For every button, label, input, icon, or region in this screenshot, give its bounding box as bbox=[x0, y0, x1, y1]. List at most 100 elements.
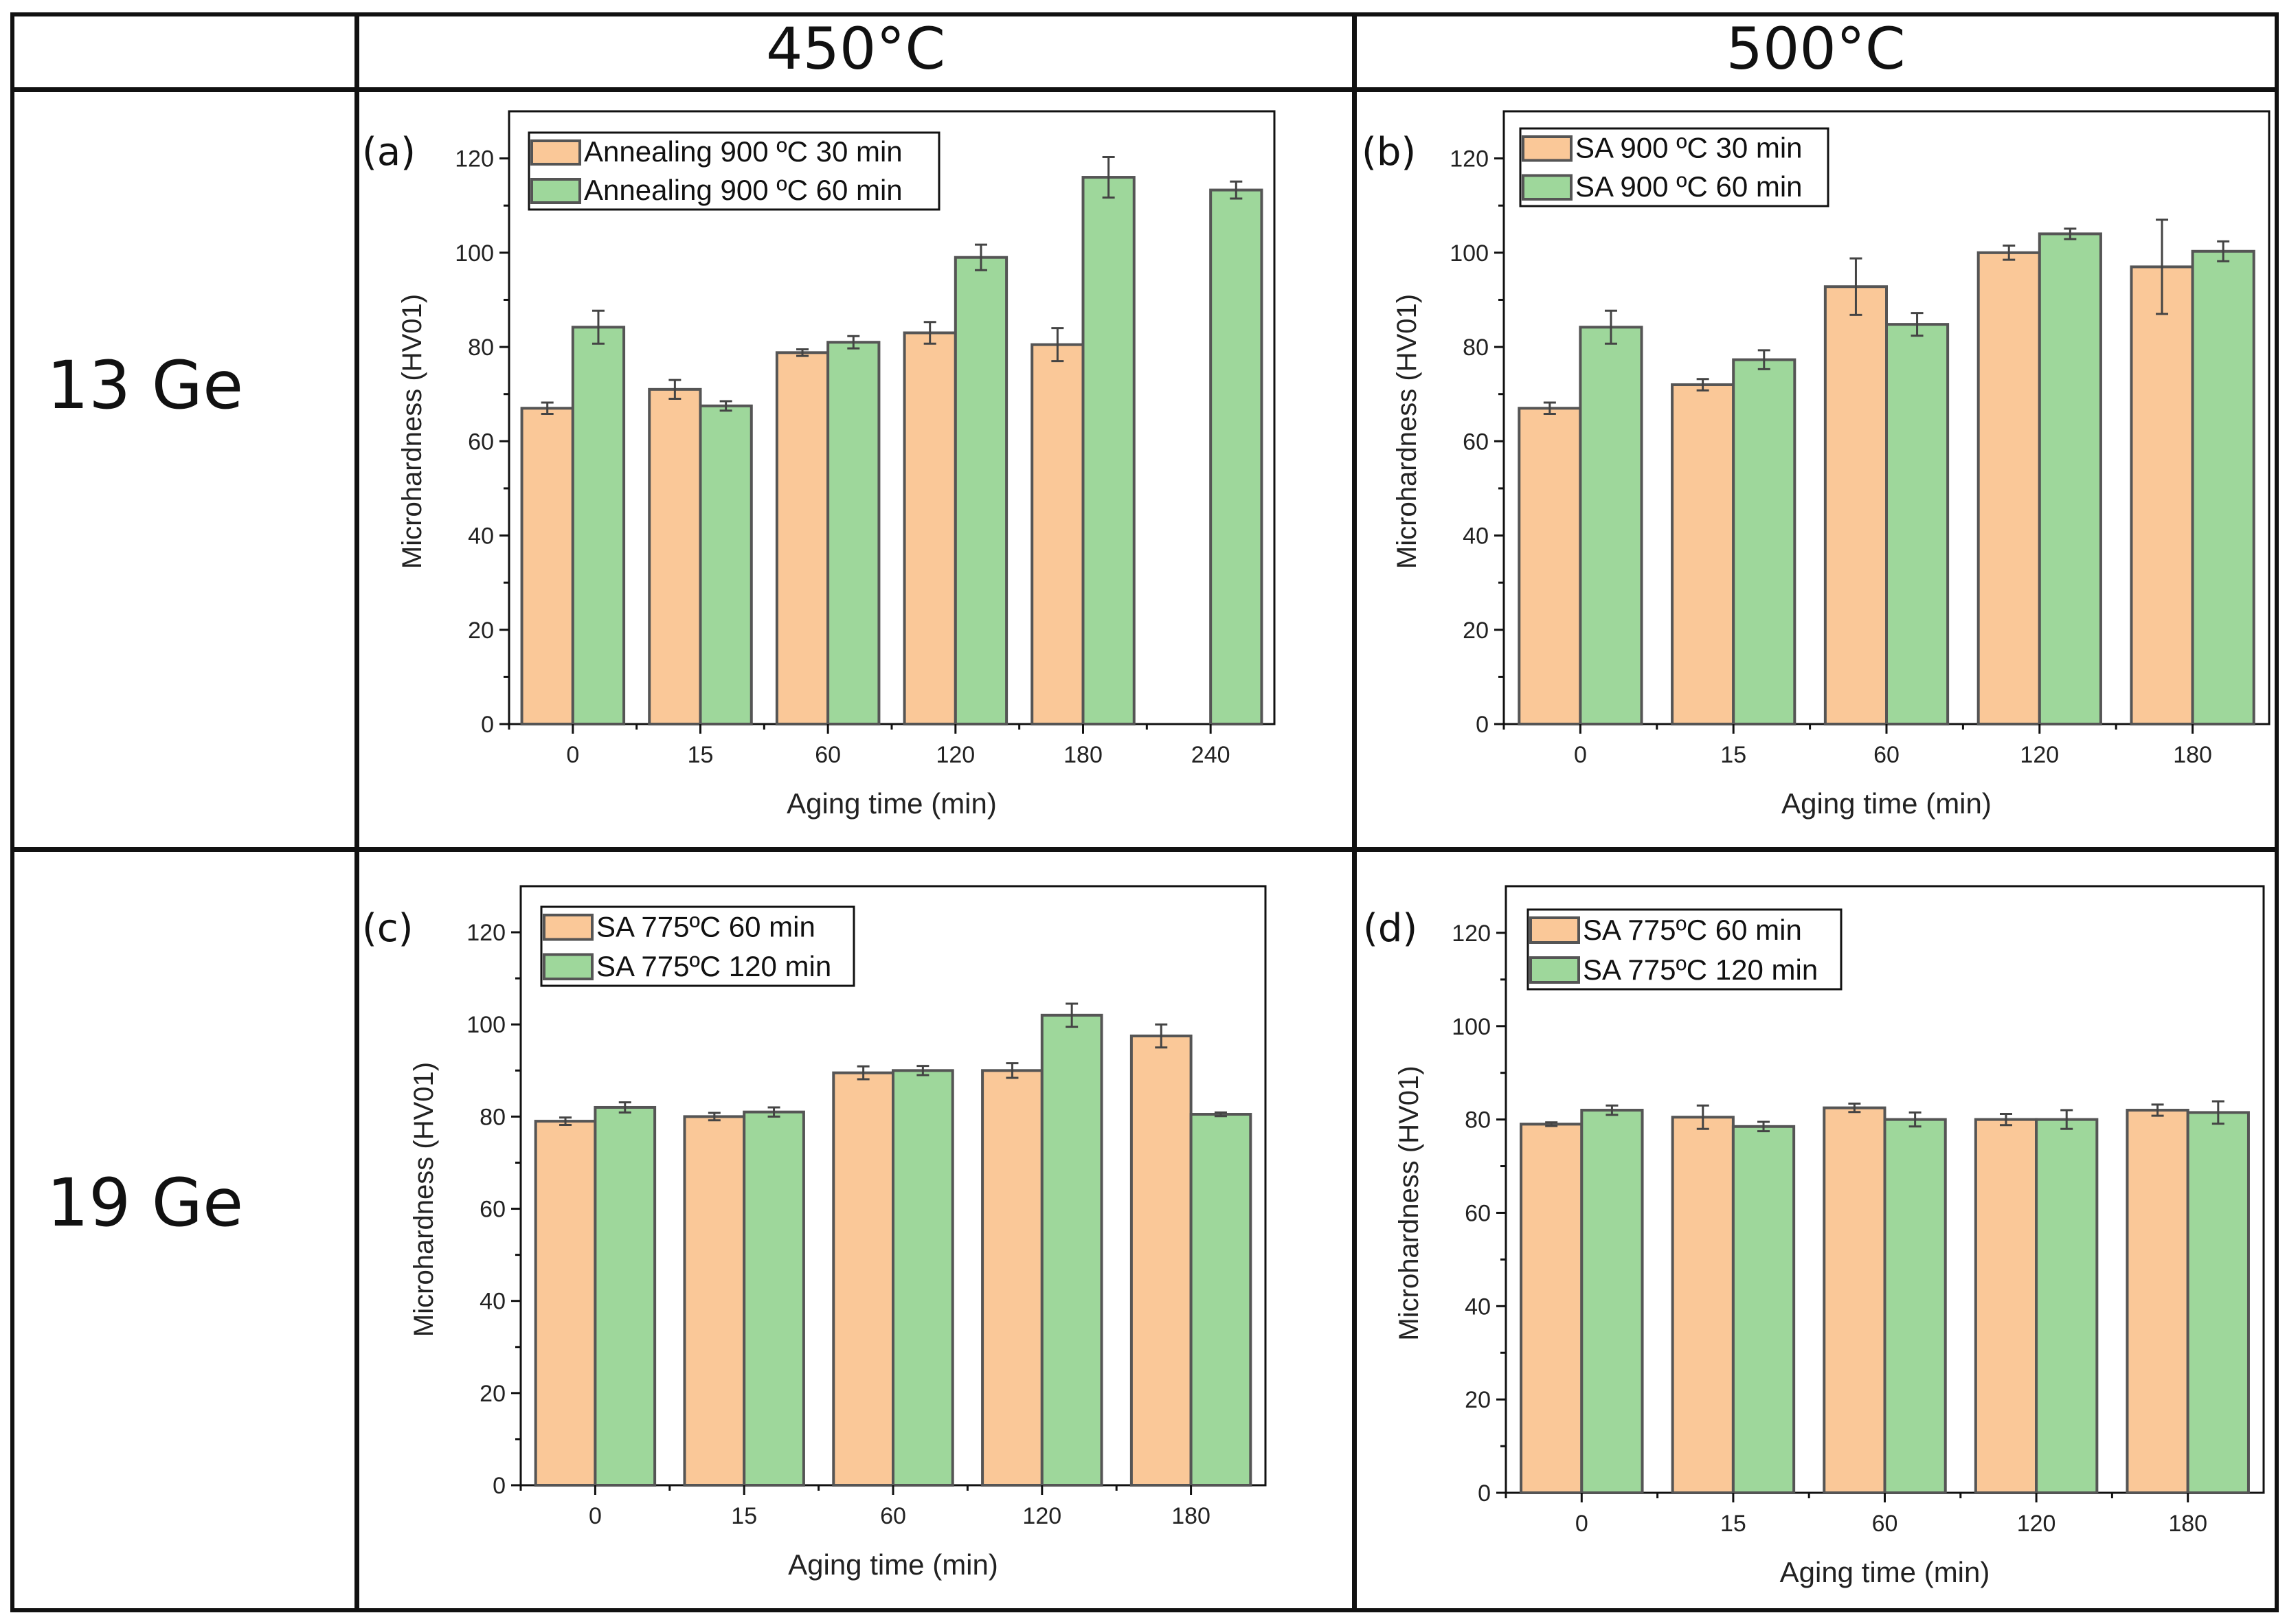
bar-series2 bbox=[954, 256, 1009, 725]
bar-series1 bbox=[903, 331, 957, 725]
y-axis-title: Microhardness (HV01) bbox=[409, 1062, 439, 1337]
bar-series2 bbox=[594, 1105, 657, 1487]
legend-label-1: SA 775ºC 60 min bbox=[596, 911, 815, 943]
legend-swatch-1 bbox=[1529, 916, 1580, 944]
y-tick-label: 80 bbox=[1463, 335, 1489, 361]
y-axis-title: Microhardness (HV01) bbox=[397, 294, 427, 569]
x-tick-label: 0 bbox=[589, 1503, 602, 1529]
legend-label-2: SA 900 ºC 60 min bbox=[1575, 170, 1803, 203]
x-tick-label: 15 bbox=[1720, 742, 1746, 768]
y-tick-label: 40 bbox=[468, 523, 494, 550]
y-tick-label: 120 bbox=[466, 920, 506, 946]
bar-series1 bbox=[534, 1120, 597, 1487]
legend-label-2: Annealing 900 ºC 60 min bbox=[584, 174, 903, 206]
x-tick-label: 0 bbox=[1575, 1511, 1588, 1537]
bar-series1 bbox=[981, 1069, 1044, 1487]
x-tick-label: 15 bbox=[1720, 1511, 1746, 1537]
legend-swatch-1 bbox=[530, 139, 581, 166]
plot-frame bbox=[508, 110, 1276, 725]
x-tick-label: 180 bbox=[2173, 742, 2212, 768]
y-tick-label: 80 bbox=[480, 1104, 506, 1130]
bar-series1 bbox=[1671, 1116, 1735, 1494]
y-tick-label: 100 bbox=[455, 240, 494, 267]
bar-series2 bbox=[743, 1110, 805, 1487]
y-tick-label: 0 bbox=[481, 712, 494, 738]
panel-label: (c) bbox=[362, 906, 413, 951]
x-tick-label: 15 bbox=[688, 742, 714, 768]
bar-series2 bbox=[1040, 1013, 1103, 1487]
bar-series1 bbox=[683, 1115, 746, 1487]
x-tick-label: 60 bbox=[1873, 742, 1900, 768]
y-tick-label: 120 bbox=[455, 146, 494, 172]
table-border-right bbox=[2275, 12, 2279, 1612]
panel-label: (a) bbox=[362, 130, 416, 174]
legend-swatch-2 bbox=[543, 953, 594, 980]
bar-series1 bbox=[2130, 265, 2194, 725]
y-tick-label: 60 bbox=[468, 429, 494, 455]
row-label-19ge: 19 Ge bbox=[47, 1164, 244, 1241]
legend-label-1: SA 900 ºC 30 min bbox=[1575, 132, 1803, 164]
y-tick-label: 20 bbox=[1465, 1387, 1491, 1413]
bar-series2 bbox=[2191, 249, 2255, 725]
bar-series1 bbox=[1129, 1035, 1193, 1487]
bar-series1 bbox=[1518, 407, 1582, 725]
column-divider-2 bbox=[1352, 12, 1357, 1612]
legend-label-1: Annealing 900 ºC 30 min bbox=[584, 135, 903, 168]
bar-series2 bbox=[1732, 358, 1796, 725]
y-tick-label: 100 bbox=[466, 1012, 506, 1038]
y-tick-label: 120 bbox=[1452, 921, 1491, 947]
x-axis-title: Aging time (min) bbox=[787, 787, 997, 820]
bar-series2 bbox=[1081, 176, 1136, 725]
x-tick-label: 180 bbox=[1171, 1503, 1210, 1529]
legend-swatch-2 bbox=[1522, 174, 1573, 201]
bar-series2 bbox=[2038, 232, 2102, 725]
y-tick-label: 100 bbox=[1450, 240, 1489, 267]
bar-series2 bbox=[1580, 1109, 1644, 1494]
table-border-left bbox=[10, 12, 14, 1612]
bar-series1 bbox=[520, 407, 574, 725]
legend-box bbox=[528, 131, 940, 211]
x-tick-label: 120 bbox=[1022, 1503, 1061, 1529]
panel-label: (d) bbox=[1363, 906, 1417, 951]
bar-series2 bbox=[1209, 188, 1263, 725]
y-axis-title: Microhardness (HV01) bbox=[1394, 1065, 1424, 1340]
legend-swatch-1 bbox=[543, 914, 594, 941]
bar-series1 bbox=[775, 351, 830, 725]
x-tick-label: 120 bbox=[2020, 742, 2059, 768]
bar-series2 bbox=[826, 341, 881, 725]
legend-label-2: SA 775ºC 120 min bbox=[596, 950, 831, 982]
legend-swatch-2 bbox=[1529, 956, 1580, 984]
x-tick-label: 240 bbox=[1191, 742, 1230, 768]
bar-series2 bbox=[1885, 323, 1950, 725]
y-tick-label: 20 bbox=[1463, 618, 1489, 644]
column-header-500: 500°C bbox=[1726, 15, 1906, 82]
y-tick-label: 40 bbox=[1465, 1294, 1491, 1320]
row-label-13ge: 13 Ge bbox=[47, 347, 244, 424]
bar-series2 bbox=[699, 404, 753, 725]
y-tick-label: 0 bbox=[493, 1473, 506, 1499]
column-header-450: 450°C bbox=[766, 15, 945, 82]
bar-series2 bbox=[2035, 1118, 2099, 1494]
legend-label-1: SA 775ºC 60 min bbox=[1583, 914, 1802, 946]
bar-series1 bbox=[1976, 251, 2041, 726]
table-border-bottom bbox=[10, 1608, 2279, 1612]
x-tick-label: 0 bbox=[566, 742, 579, 768]
bar-series1 bbox=[1823, 1106, 1886, 1494]
x-tick-label: 60 bbox=[1872, 1511, 1898, 1537]
y-tick-label: 20 bbox=[480, 1381, 506, 1407]
bar-series1 bbox=[2126, 1109, 2189, 1494]
bar-series1 bbox=[1671, 383, 1735, 725]
x-tick-label: 180 bbox=[2168, 1511, 2207, 1537]
y-tick-label: 20 bbox=[468, 618, 494, 644]
panel-label: (b) bbox=[1362, 130, 1416, 174]
y-tick-label: 60 bbox=[1465, 1200, 1491, 1226]
bar-series2 bbox=[571, 326, 626, 725]
bar-series2 bbox=[1883, 1118, 1947, 1494]
x-tick-label: 60 bbox=[815, 742, 841, 768]
y-tick-label: 120 bbox=[1450, 146, 1489, 172]
bar-series1 bbox=[1823, 285, 1888, 726]
x-axis-title: Aging time (min) bbox=[1781, 787, 1992, 820]
legend-swatch-2 bbox=[530, 178, 581, 204]
bar-series2 bbox=[1731, 1125, 1796, 1494]
